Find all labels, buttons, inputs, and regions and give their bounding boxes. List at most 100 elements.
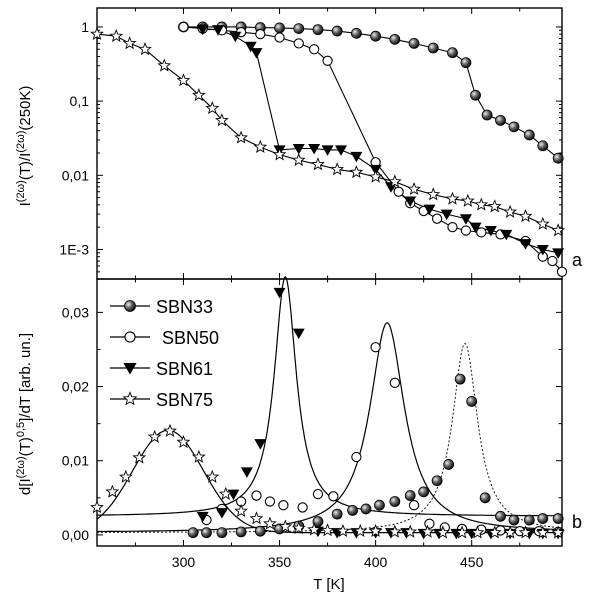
point-sbn33 xyxy=(235,526,247,538)
point-sbn33 xyxy=(254,525,266,537)
panel-label-b: b xyxy=(572,512,582,532)
legend-marker-sbn75 xyxy=(122,391,138,406)
point-sbn33 xyxy=(331,25,343,37)
y-tick-label: 0,01 xyxy=(62,453,89,469)
point-sbn50 xyxy=(328,491,339,502)
point-sbn33 xyxy=(187,527,199,539)
point-sbn33 xyxy=(537,140,549,152)
point-sbn50 xyxy=(460,225,472,236)
point-sbn75 xyxy=(349,164,364,179)
point-sbn33 xyxy=(312,24,324,36)
point-sbn61 xyxy=(229,31,242,43)
point-sbn61 xyxy=(404,196,417,208)
point-sbn75 xyxy=(518,525,533,539)
point-sbn75 xyxy=(387,524,402,538)
point-sbn33 xyxy=(495,510,506,522)
point-sbn50 xyxy=(424,518,435,529)
point-sbn33 xyxy=(404,490,416,501)
x-tick-label: 300 xyxy=(172,554,196,570)
point-sbn33 xyxy=(351,27,362,39)
point-sbn50 xyxy=(389,377,400,388)
point-sbn75 xyxy=(234,503,248,517)
y-tick-label: 0,1 xyxy=(70,93,90,109)
top-panel-frame xyxy=(96,7,563,280)
point-sbn75 xyxy=(215,113,229,127)
point-sbn33 xyxy=(360,503,372,515)
point-sbn61 xyxy=(519,239,532,250)
fit-curve-sbn50 xyxy=(97,322,562,533)
point-sbn75 xyxy=(291,152,306,167)
y-tick-label: 0,00 xyxy=(62,527,89,543)
point-sbn75 xyxy=(218,486,233,500)
point-sbn75 xyxy=(535,216,550,230)
point-sbn61 xyxy=(440,209,453,221)
point-sbn75 xyxy=(551,223,566,237)
point-sbn50 xyxy=(308,44,320,55)
point-sbn33 xyxy=(495,114,506,126)
point-sbn75 xyxy=(291,520,306,535)
point-sbn75 xyxy=(353,523,368,538)
x-tick-label: 450 xyxy=(460,554,484,570)
point-sbn61 xyxy=(350,151,363,163)
point-sbn33 xyxy=(552,513,564,524)
point-sbn75 xyxy=(118,469,133,483)
point-sbn75 xyxy=(435,525,450,539)
point-sbn75 xyxy=(278,519,293,533)
point-sbn33 xyxy=(389,496,401,507)
point-sbn33 xyxy=(408,37,420,49)
point-sbn61 xyxy=(196,511,209,523)
point-sbn33 xyxy=(331,508,343,520)
point-sbn50 xyxy=(255,28,266,40)
point-sbn75 xyxy=(147,429,162,443)
point-sbn75 xyxy=(551,525,566,539)
point-sbn75 xyxy=(191,88,206,102)
point-sbn33 xyxy=(389,33,401,45)
point-sbn50 xyxy=(322,55,333,66)
point-sbn50 xyxy=(274,32,285,43)
point-sbn75 xyxy=(205,469,220,483)
point-sbn33 xyxy=(460,57,472,69)
point-sbn75 xyxy=(330,162,345,176)
point-sbn75 xyxy=(503,204,518,218)
point-sbn61 xyxy=(273,287,286,299)
point-sbn33 xyxy=(216,527,228,539)
point-sbn75 xyxy=(307,522,322,536)
legend-label-sbn75: SBN75 xyxy=(156,390,213,410)
point-sbn75 xyxy=(368,169,383,183)
fit-curve-sbn75 xyxy=(96,429,562,534)
y-tick-label: 1E-3 xyxy=(59,241,89,257)
point-sbn61 xyxy=(423,204,436,216)
fit-lines xyxy=(96,26,563,534)
point-sbn61 xyxy=(552,248,565,259)
y-tick-label: 1 xyxy=(81,19,89,35)
legend-label-sbn50: SBN50 xyxy=(162,328,219,348)
point-sbn50 xyxy=(476,227,487,238)
point-sbn75 xyxy=(535,525,550,539)
point-sbn61 xyxy=(335,145,348,156)
legend-label-sbn61: SBN61 xyxy=(156,359,213,379)
point-sbn33 xyxy=(508,514,520,526)
data-markers xyxy=(90,21,568,540)
point-sbn75 xyxy=(460,193,475,207)
point-sbn75 xyxy=(263,516,277,530)
legend-marker-sbn33 xyxy=(124,300,136,312)
point-sbn61 xyxy=(469,222,482,234)
point-sbn75 xyxy=(90,500,104,514)
point-sbn61 xyxy=(196,24,209,36)
point-sbn61 xyxy=(212,25,225,36)
point-sbn33 xyxy=(523,514,535,526)
point-sbn61 xyxy=(250,48,263,59)
legend-marker-sbn50 xyxy=(124,331,136,343)
point-sbn75 xyxy=(234,130,248,144)
point-sbn75 xyxy=(122,36,137,50)
point-sbn75 xyxy=(503,525,518,539)
top-y-axis-label: I(2ω)(T)/I(2ω)(250K) xyxy=(15,86,34,207)
point-sbn50 xyxy=(556,266,568,277)
point-sbn33 xyxy=(293,23,305,34)
point-sbn75 xyxy=(368,523,383,538)
series-line-sbn61 xyxy=(202,28,559,254)
point-sbn75 xyxy=(272,147,287,161)
panel-label-a: a xyxy=(572,250,583,270)
point-sbn75 xyxy=(474,197,489,211)
point-sbn50 xyxy=(178,21,189,33)
